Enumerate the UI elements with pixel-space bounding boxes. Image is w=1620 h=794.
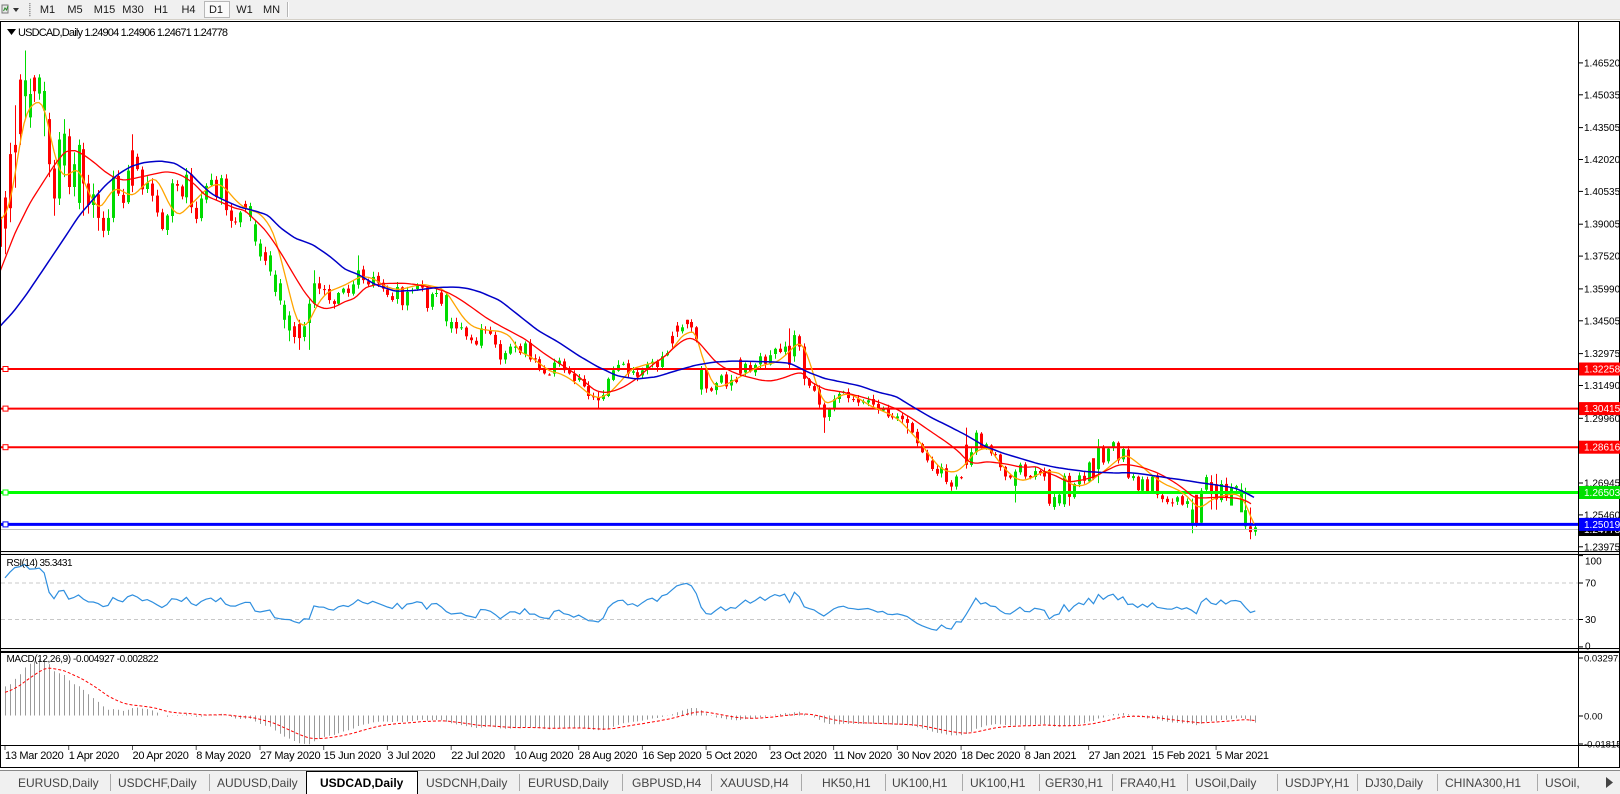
svg-text:1.45035: 1.45035 xyxy=(1584,90,1620,101)
svg-text:GER30,H1: GER30,H1 xyxy=(1045,776,1103,790)
svg-text:1.30415: 1.30415 xyxy=(1584,404,1620,415)
svg-text:UK100,H1: UK100,H1 xyxy=(892,776,948,790)
svg-text:W1: W1 xyxy=(236,4,253,16)
svg-text:HK50,H1: HK50,H1 xyxy=(822,776,871,790)
svg-text:1.26503: 1.26503 xyxy=(1584,488,1620,499)
svg-text:1.32975: 1.32975 xyxy=(1584,349,1620,360)
svg-text:1.31490: 1.31490 xyxy=(1584,381,1620,392)
svg-text:1.26945: 1.26945 xyxy=(1584,479,1620,490)
svg-text:20 Apr 2020: 20 Apr 2020 xyxy=(133,750,189,762)
svg-text:0: 0 xyxy=(1585,642,1591,653)
svg-text:1.25019: 1.25019 xyxy=(1584,520,1620,531)
svg-text:H1: H1 xyxy=(154,4,168,16)
svg-text:DJ30,Daily: DJ30,Daily xyxy=(1365,776,1423,790)
svg-text:M5: M5 xyxy=(67,4,82,16)
svg-text:H4: H4 xyxy=(181,4,195,16)
svg-text:5 Oct 2020: 5 Oct 2020 xyxy=(706,750,757,762)
svg-text:USDCNH,Daily: USDCNH,Daily xyxy=(426,776,507,790)
svg-text:15 Feb 2021: 15 Feb 2021 xyxy=(1152,750,1211,762)
svg-text:1.42020: 1.42020 xyxy=(1584,155,1620,166)
svg-text:RSI(14) 35.3431: RSI(14) 35.3431 xyxy=(7,558,73,569)
svg-text:70: 70 xyxy=(1585,579,1597,590)
svg-text:USDJPY,H1: USDJPY,H1 xyxy=(1285,776,1350,790)
svg-text:USDCHF,Daily: USDCHF,Daily xyxy=(118,776,197,790)
svg-text:1.28616: 1.28616 xyxy=(1584,443,1620,454)
svg-text:USDCAD,Daily: USDCAD,Daily xyxy=(320,776,404,790)
svg-text:23 Oct 2020: 23 Oct 2020 xyxy=(770,750,827,762)
svg-text:MACD(12,26,9) -0.004927 -0.002: MACD(12,26,9) -0.004927 -0.002822 xyxy=(7,654,159,665)
svg-text:0.032972: 0.032972 xyxy=(1584,654,1620,665)
svg-text:27 May 2020: 27 May 2020 xyxy=(260,750,320,762)
svg-text:1.23975: 1.23975 xyxy=(1584,542,1620,553)
svg-text:8 Jan 2021: 8 Jan 2021 xyxy=(1025,750,1077,762)
svg-text:EURUSD,Daily: EURUSD,Daily xyxy=(18,776,99,790)
svg-text:1.40535: 1.40535 xyxy=(1584,187,1620,198)
svg-text:100: 100 xyxy=(1585,557,1602,568)
svg-text:27 Jan 2021: 27 Jan 2021 xyxy=(1089,750,1146,762)
svg-text:10 Aug 2020: 10 Aug 2020 xyxy=(515,750,574,762)
svg-text:11 Nov 2020: 11 Nov 2020 xyxy=(834,750,892,762)
svg-text:5 Mar 2021: 5 Mar 2021 xyxy=(1216,750,1269,762)
svg-text:1.39005: 1.39005 xyxy=(1584,220,1620,231)
svg-text:1.32258: 1.32258 xyxy=(1584,365,1620,376)
svg-text:MN: MN xyxy=(263,4,280,16)
svg-text:AUDUSD,Daily: AUDUSD,Daily xyxy=(217,776,298,790)
svg-text:16 Sep 2020: 16 Sep 2020 xyxy=(642,750,701,762)
svg-text:30: 30 xyxy=(1585,615,1597,626)
svg-text:USDCAD,Daily 1.24904 1.24906: USDCAD,Daily 1.24904 1.24906 1.24671 1.2… xyxy=(18,27,228,39)
svg-text:M1: M1 xyxy=(40,4,55,16)
svg-text:8 May 2020: 8 May 2020 xyxy=(196,750,251,762)
svg-text:1 Apr 2020: 1 Apr 2020 xyxy=(69,750,119,762)
svg-text:CHINA300,H1: CHINA300,H1 xyxy=(1445,776,1521,790)
svg-text:-0.018154: -0.018154 xyxy=(1584,740,1620,751)
svg-text:1.46520: 1.46520 xyxy=(1584,58,1620,69)
svg-text:M30: M30 xyxy=(122,4,143,16)
svg-text:28 Aug 2020: 28 Aug 2020 xyxy=(579,750,638,762)
svg-text:1.37520: 1.37520 xyxy=(1584,252,1620,263)
svg-text:UK100,H1: UK100,H1 xyxy=(970,776,1026,790)
svg-text:USOil,: USOil, xyxy=(1545,776,1580,790)
svg-text:USOil,Daily: USOil,Daily xyxy=(1195,776,1256,790)
svg-text:18 Dec 2020: 18 Dec 2020 xyxy=(961,750,1020,762)
svg-text:GBPUSD,H4: GBPUSD,H4 xyxy=(632,776,702,790)
svg-text:XAUUSD,H4: XAUUSD,H4 xyxy=(720,776,789,790)
svg-text:FRA40,H1: FRA40,H1 xyxy=(1120,776,1176,790)
svg-text:1.34505: 1.34505 xyxy=(1584,316,1620,327)
svg-text:30 Nov 2020: 30 Nov 2020 xyxy=(897,750,956,762)
svg-text:D1: D1 xyxy=(209,4,223,16)
svg-text:13 Mar 2020: 13 Mar 2020 xyxy=(5,750,64,762)
svg-text:22 Jul 2020: 22 Jul 2020 xyxy=(451,750,505,762)
svg-text:EURUSD,Daily: EURUSD,Daily xyxy=(528,776,609,790)
svg-text:1.35990: 1.35990 xyxy=(1584,284,1620,295)
svg-text:0.00: 0.00 xyxy=(1584,712,1603,723)
svg-text:15 Jun 2020: 15 Jun 2020 xyxy=(324,750,381,762)
svg-text:1.29960: 1.29960 xyxy=(1584,414,1620,425)
svg-text:3 Jul 2020: 3 Jul 2020 xyxy=(387,750,435,762)
svg-text:1.25460: 1.25460 xyxy=(1584,510,1620,521)
svg-text:M15: M15 xyxy=(94,4,115,16)
svg-text:1.43505: 1.43505 xyxy=(1584,123,1620,134)
